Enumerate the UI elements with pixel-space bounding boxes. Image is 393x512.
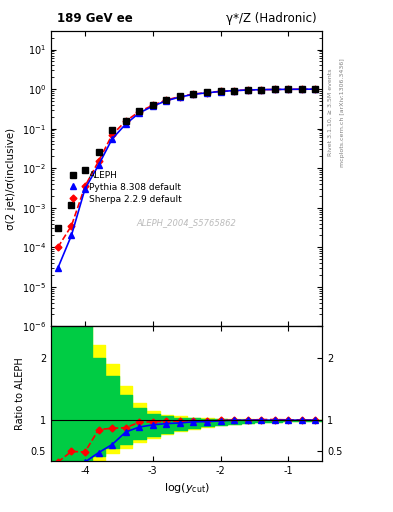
Pythia 8.308 default (110, 136, 114, 142)
Line: ALEPH: ALEPH (55, 87, 318, 231)
Pythia 8.308 default (137, 110, 141, 116)
Pythia 8.308 default (83, 186, 87, 192)
Pythia 8.308 default (164, 98, 169, 104)
Sherpa 2.2.9 default (123, 118, 128, 124)
ALEPH (137, 108, 141, 114)
ALEPH (110, 127, 114, 134)
Pythia 8.308 default (191, 91, 196, 97)
ALEPH (164, 97, 169, 103)
Sherpa 2.2.9 default (83, 183, 87, 189)
Sherpa 2.2.9 default (218, 88, 223, 94)
Sherpa 2.2.9 default (96, 158, 101, 164)
Pythia 8.308 default (218, 89, 223, 95)
Pythia 8.308 default (245, 87, 250, 93)
Pythia 8.308 default (151, 103, 155, 109)
Legend: ALEPH, Pythia 8.308 default, Sherpa 2.2.9 default: ALEPH, Pythia 8.308 default, Sherpa 2.2.… (61, 168, 184, 206)
Line: Sherpa 2.2.9 default: Sherpa 2.2.9 default (55, 87, 318, 250)
ALEPH (313, 86, 318, 92)
ALEPH (96, 150, 101, 156)
Pythia 8.308 default (123, 121, 128, 127)
Pythia 8.308 default (259, 87, 264, 93)
ALEPH (123, 118, 128, 124)
ALEPH (272, 87, 277, 93)
Sherpa 2.2.9 default (110, 132, 114, 138)
Sherpa 2.2.9 default (151, 102, 155, 109)
Pythia 8.308 default (299, 86, 304, 92)
Pythia 8.308 default (205, 90, 209, 96)
ALEPH (232, 88, 237, 94)
ALEPH (218, 88, 223, 94)
ALEPH (151, 102, 155, 108)
Y-axis label: Ratio to ALEPH: Ratio to ALEPH (15, 357, 25, 430)
Text: mcplots.cern.ch [arXiv:1306.3436]: mcplots.cern.ch [arXiv:1306.3436] (340, 58, 345, 167)
ALEPH (191, 91, 196, 97)
Pythia 8.308 default (96, 162, 101, 168)
Sherpa 2.2.9 default (232, 88, 237, 94)
Sherpa 2.2.9 default (286, 86, 291, 92)
ALEPH (259, 87, 264, 93)
X-axis label: $\log(y_{\mathrm{cut}})$: $\log(y_{\mathrm{cut}})$ (164, 481, 209, 495)
Pythia 8.308 default (313, 86, 318, 92)
Pythia 8.308 default (232, 88, 237, 94)
Sherpa 2.2.9 default (191, 91, 196, 97)
Sherpa 2.2.9 default (205, 90, 209, 96)
Line: Pythia 8.308 default: Pythia 8.308 default (55, 87, 318, 271)
Pythia 8.308 default (272, 87, 277, 93)
Sherpa 2.2.9 default (259, 87, 264, 93)
Pythia 8.308 default (178, 94, 182, 100)
Text: ALEPH_2004_S5765862: ALEPH_2004_S5765862 (137, 219, 237, 227)
ALEPH (299, 86, 304, 92)
ALEPH (83, 167, 87, 173)
ALEPH (286, 86, 291, 92)
ALEPH (178, 93, 182, 99)
ALEPH (205, 89, 209, 95)
Sherpa 2.2.9 default (164, 97, 169, 103)
ALEPH (55, 225, 60, 231)
ALEPH (69, 202, 74, 208)
Text: γ*/Z (Hadronic): γ*/Z (Hadronic) (226, 12, 317, 25)
Sherpa 2.2.9 default (299, 86, 304, 92)
Sherpa 2.2.9 default (313, 86, 318, 92)
Sherpa 2.2.9 default (69, 223, 74, 229)
Pythia 8.308 default (69, 232, 74, 239)
Y-axis label: σ(2 jet)/σ(inclusive): σ(2 jet)/σ(inclusive) (6, 127, 17, 229)
Text: 189 GeV ee: 189 GeV ee (57, 12, 132, 25)
Pythia 8.308 default (55, 265, 60, 271)
ALEPH (245, 87, 250, 93)
Sherpa 2.2.9 default (137, 109, 141, 115)
Sherpa 2.2.9 default (245, 87, 250, 93)
Sherpa 2.2.9 default (272, 87, 277, 93)
Pythia 8.308 default (286, 86, 291, 92)
Text: Rivet 3.1.10, ≥ 3.5M events: Rivet 3.1.10, ≥ 3.5M events (328, 69, 333, 156)
Sherpa 2.2.9 default (55, 244, 60, 250)
Sherpa 2.2.9 default (178, 94, 182, 100)
